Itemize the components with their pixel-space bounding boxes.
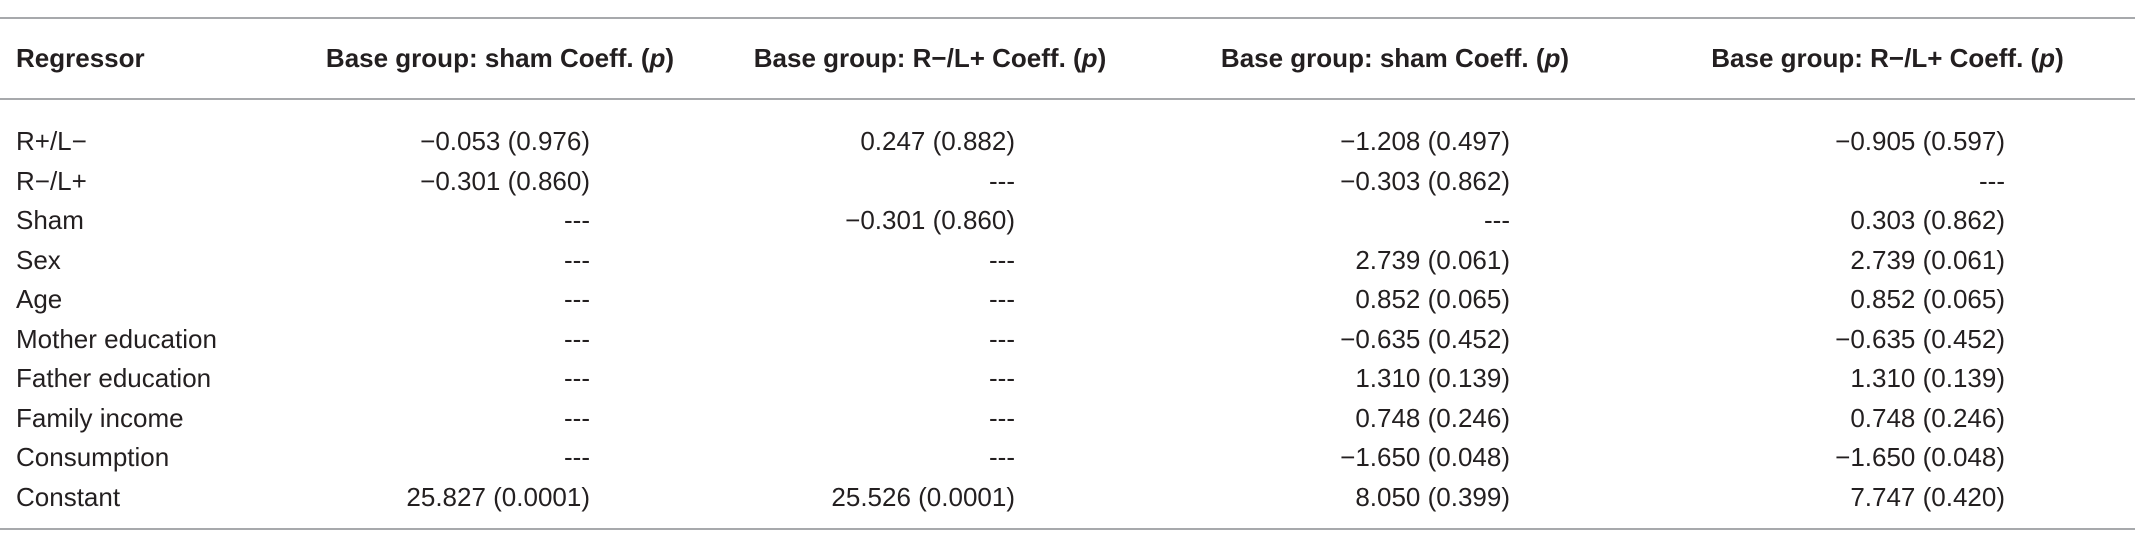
- header-model1-sham: Base group: sham Coeff. (p): [325, 43, 675, 73]
- table-row: Family income --- --- 0.748 (0.246) 0.74…: [0, 399, 2135, 439]
- regressor-label: Mother education: [16, 323, 217, 354]
- table-cell: 1.310 (0.139): [1850, 363, 2005, 393]
- table-cell: 0.852 (0.065): [1355, 284, 1510, 314]
- table-cell: ---: [989, 363, 1015, 393]
- table-cell: 0.247 (0.882): [860, 126, 1015, 156]
- table-cell: 2.739 (0.061): [1850, 244, 2005, 275]
- table-cell: ---: [989, 284, 1015, 314]
- regressor-label: R−/L+: [16, 165, 87, 196]
- table-cell: 2.739 (0.061): [1355, 244, 1510, 275]
- table-cell: ---: [989, 402, 1015, 433]
- table-cell: −0.301 (0.860): [420, 165, 590, 196]
- regression-table: Regressor Base group: sham Coeff. (p) Ba…: [0, 19, 2135, 517]
- table-top-rule: [0, 17, 2135, 19]
- header-model2-rl: Base group: R−/L+ Coeff. (p): [1711, 43, 2064, 73]
- table-cell: ---: [1979, 165, 2005, 196]
- table-cell: ---: [564, 363, 590, 393]
- table-row: Constant 25.827 (0.0001) 25.526 (0.0001)…: [0, 478, 2135, 518]
- table-cell: ---: [564, 244, 590, 275]
- table-cell: −0.053 (0.976): [420, 126, 590, 156]
- table-cell: ---: [989, 323, 1015, 354]
- table-cell: ---: [564, 402, 590, 433]
- table-cell: 25.526 (0.0001): [831, 481, 1015, 512]
- table-cell: −1.650 (0.048): [1340, 442, 1510, 472]
- table-cell: ---: [564, 205, 590, 235]
- table-cell: −0.635 (0.452): [1340, 323, 1510, 354]
- regressor-label: Sham: [16, 205, 84, 235]
- table-row: R+/L− −0.053 (0.976) 0.247 (0.882) −1.20…: [0, 98, 2135, 162]
- table-cell: 0.303 (0.862): [1850, 205, 2005, 235]
- table-cell: −1.650 (0.048): [1835, 442, 2005, 472]
- table-row: Sham --- −0.301 (0.860) --- 0.303 (0.862…: [0, 201, 2135, 241]
- regressor-label: R+/L−: [16, 126, 87, 156]
- table-cell: 0.852 (0.065): [1850, 284, 2005, 314]
- table-header-rule: [0, 98, 2135, 100]
- table-cell: 25.827 (0.0001): [406, 481, 590, 512]
- table-row: Consumption --- --- −1.650 (0.048) −1.65…: [0, 438, 2135, 478]
- table-cell: −0.905 (0.597): [1835, 126, 2005, 156]
- table-row: Age --- --- 0.852 (0.065) 0.852 (0.065): [0, 280, 2135, 320]
- regressor-label: Constant: [16, 481, 121, 512]
- table-cell: −0.635 (0.452): [1835, 323, 2005, 354]
- header-model1-rl: Base group: R−/L+ Coeff. (p): [753, 43, 1107, 73]
- table-cell: ---: [989, 442, 1015, 472]
- table-row: Sex --- --- 2.739 (0.061) 2.739 (0.061): [0, 241, 2135, 281]
- table-cell: ---: [564, 442, 590, 472]
- regressor-label: Father education: [16, 363, 212, 393]
- table-cell: 7.747 (0.420): [1850, 481, 2005, 512]
- table-cell: −0.301 (0.860): [845, 205, 1015, 235]
- header-model2-sham: Base group: sham Coeff. (p): [1220, 43, 1570, 73]
- table-row: R−/L+ −0.301 (0.860) --- −0.303 (0.862) …: [0, 162, 2135, 202]
- table-row: Mother education --- --- −0.635 (0.452) …: [0, 320, 2135, 360]
- table-cell: 8.050 (0.399): [1355, 481, 1510, 512]
- table-cell: 0.748 (0.246): [1850, 402, 2005, 433]
- regressor-label: Consumption: [16, 442, 170, 472]
- table-cell: ---: [989, 244, 1015, 275]
- regressor-label: Family income: [16, 402, 184, 433]
- regressor-label: Sex: [16, 244, 61, 275]
- table-cell: −0.303 (0.862): [1340, 165, 1510, 196]
- table-cell: ---: [989, 165, 1015, 196]
- table-cell: ---: [1484, 205, 1510, 235]
- table-cell: −1.208 (0.497): [1340, 126, 1510, 156]
- table-cell: ---: [564, 284, 590, 314]
- header-regressor: Regressor: [16, 43, 145, 73]
- table-header-row: Regressor Base group: sham Coeff. (p) Ba…: [0, 19, 2135, 98]
- table-cell: ---: [564, 323, 590, 354]
- table-bottom-rule: [0, 528, 2135, 530]
- table-row: Father education --- --- 1.310 (0.139) 1…: [0, 359, 2135, 399]
- table-cell: 0.748 (0.246): [1355, 402, 1510, 433]
- regressor-label: Age: [16, 284, 63, 314]
- table-cell: 1.310 (0.139): [1355, 363, 1510, 393]
